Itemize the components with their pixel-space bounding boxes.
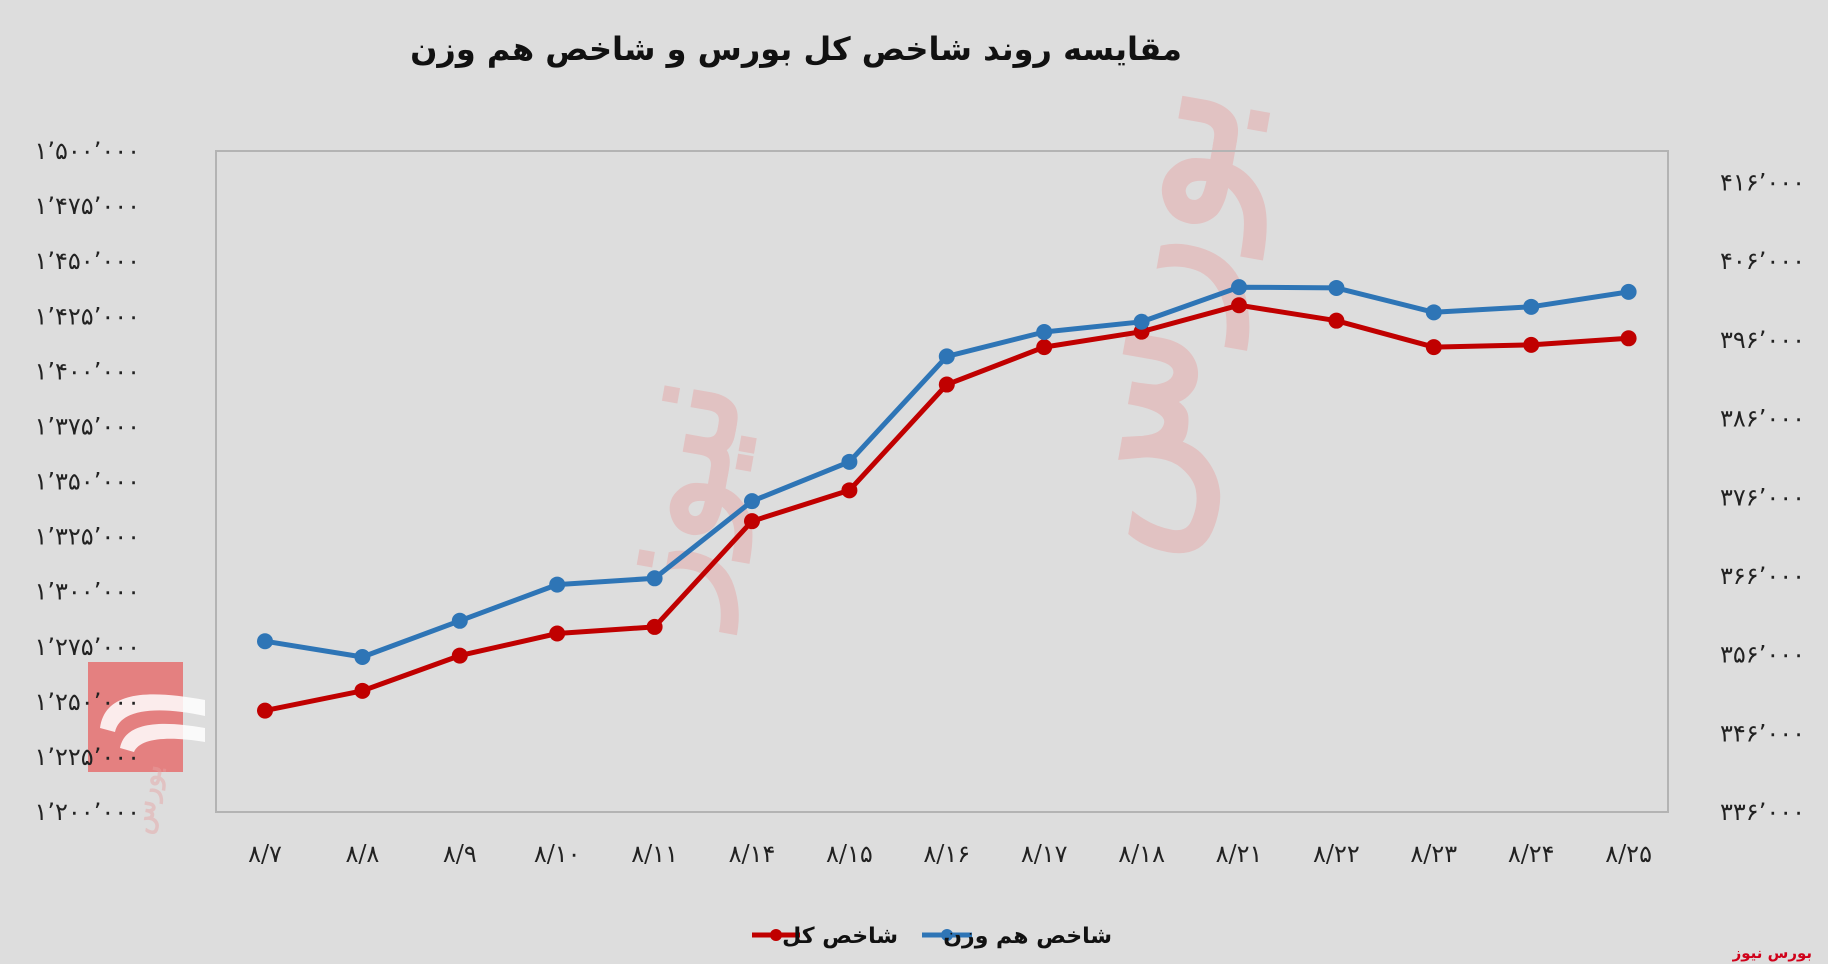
x-tick-label: ۸/۱۵ [826, 840, 873, 868]
x-tick-label: ۸/۱۱ [631, 840, 678, 868]
x-tick-label: ۸/۲۴ [1508, 840, 1555, 868]
series-1-point [1231, 279, 1247, 296]
y-left-tick-label: ۱٬۳۷۵٬۰۰۰ [35, 412, 141, 440]
series-1-point [257, 633, 273, 650]
watermark-logo: بورس [88, 662, 205, 836]
series-0-point [841, 482, 858, 499]
series-0-point [646, 618, 663, 635]
y-left-tick-label: ۱٬۳۲۵٬۰۰۰ [35, 523, 141, 551]
series-1-point [1036, 324, 1053, 341]
y-right-tick-label: ۳۵۶٬۰۰۰ [1720, 641, 1805, 669]
series-0-point [1425, 339, 1442, 356]
x-tick-label: ۸/۸ [345, 840, 379, 868]
series-1-point [1328, 279, 1345, 296]
y-left-tick-label: ۱٬۳۰۰٬۰۰۰ [35, 578, 141, 606]
y-axis-right: ۳۳۶٬۰۰۰ ۳۴۶٬۰۰۰ ۳۵۶٬۰۰۰ ۳۶۶٬۰۰۰ ۳۷۶٬۰۰۰ ۳۸۶٬۰… [1720, 169, 1805, 827]
y-right-tick-label: ۳۸۶٬۰۰۰ [1720, 405, 1805, 433]
series-1-point [1620, 283, 1637, 300]
x-tick-label: ۸/۱۶ [923, 840, 970, 868]
series-1-point [354, 648, 371, 665]
y-right-tick-label: ۴۱۶٬۰۰۰ [1720, 169, 1805, 197]
series-0-point [257, 702, 273, 719]
y-left-tick-label: ۱٬۴۰۰٬۰۰۰ [35, 357, 141, 385]
series-1-point [1133, 313, 1150, 330]
y-right-tick-label: ۳۹۶٬۰۰۰ [1720, 326, 1805, 354]
series-line-0 [262, 302, 1632, 714]
y-left-tick-label: ۱٬۴۲۵٬۰۰۰ [35, 302, 141, 330]
legend-item-equal-weight-index: شاخص هم وزن [922, 924, 1112, 949]
y-right-tick-label: ۳۶۶٬۰۰۰ [1720, 562, 1805, 590]
plot-area [215, 150, 1669, 813]
series-1-point [744, 493, 760, 510]
x-tick-label: ۸/۱۸ [1118, 840, 1165, 868]
series-1-point [451, 612, 468, 629]
series-0-point [549, 625, 566, 642]
series-0-point [1036, 339, 1053, 356]
series-1-point [1425, 304, 1442, 321]
legend-marker-total-index [770, 929, 782, 941]
x-axis: ۸/۷ ۸/۸ ۸/۹ ۸/۱۰ ۸/۱۱ ۸/۱۴ ۸/۱۵ ۸/۱۶ ۸/۱۷ ۸/۱۸ ۸/۲… [248, 840, 1652, 868]
y-axis-left: ۱٬۲۰۰٬۰۰۰ ۱٬۲۲۵٬۰۰۰ ۱٬۲۵۰٬۰۰۰ ۱٬۲۷۵٬۰۰۰ ۱٬۳۰… [35, 137, 141, 826]
x-tick-label: ۸/۷ [248, 840, 282, 868]
series-layer [257, 279, 1637, 719]
series-0-point [1328, 312, 1345, 329]
brand-label: بورس نیوز [1732, 944, 1812, 962]
x-tick-label: ۸/۲۳ [1410, 840, 1457, 868]
x-tick-label: ۸/۲۱ [1216, 840, 1263, 868]
x-tick-label: ۸/۲۵ [1605, 840, 1652, 868]
y-left-tick-label: ۱٬۵۰۰٬۰۰۰ [35, 137, 141, 165]
x-tick-label: ۸/۱۷ [1021, 840, 1068, 868]
y-left-tick-label: ۱٬۲۰۰٬۰۰۰ [35, 798, 141, 826]
series-1-point [938, 348, 955, 365]
series-0-point [744, 513, 760, 530]
x-tick-label: ۸/۲۲ [1313, 840, 1360, 868]
y-right-tick-label: ۴۰۶٬۰۰۰ [1720, 247, 1805, 275]
series-1-point [549, 576, 566, 593]
y-left-tick-label: ۱٬۴۷۵٬۰۰۰ [35, 192, 141, 220]
legend: شاخص کل شاخص هم وزن [752, 924, 1112, 949]
series-0-point [1231, 297, 1247, 314]
series-1-point [646, 570, 663, 587]
y-right-tick-label: ۳۷۶٬۰۰۰ [1720, 483, 1805, 511]
x-tick-label: ۸/۱۴ [729, 840, 776, 868]
chart-title: مقایسه روند شاخص کل بورس و شاخص هم وزن [410, 30, 1182, 68]
series-0-point [451, 647, 468, 664]
legend-label-total-index: شاخص کل [782, 924, 898, 949]
y-right-tick-label: ۳۴۶٬۰۰۰ [1720, 719, 1805, 747]
y-left-tick-label: ۱٬۲۷۵٬۰۰۰ [35, 633, 141, 661]
y-left-tick-label: ۱٬۳۵۰٬۰۰۰ [35, 468, 141, 496]
x-tick-label: ۸/۹ [443, 840, 477, 868]
series-0-point [354, 682, 371, 699]
y-left-tick-label: ۱٬۲۲۵٬۰۰۰ [35, 743, 141, 771]
y-right-tick-label: ۳۳۶٬۰۰۰ [1720, 798, 1805, 826]
series-0-point [1523, 336, 1540, 353]
legend-label-equal-weight-index: شاخص هم وزن [943, 924, 1112, 949]
y-left-tick-label: ۱٬۲۵۰٬۰۰۰ [35, 688, 141, 716]
series-1-point [841, 453, 858, 470]
series-0-point [938, 376, 955, 393]
series-0-point [1620, 330, 1637, 347]
watermark-text: بورس نیوز [561, 62, 1292, 636]
y-left-tick-label: ۱٬۴۵۰٬۰۰۰ [35, 247, 141, 275]
series-1-point [1523, 298, 1540, 315]
legend-marker-equal-weight-index [941, 929, 953, 941]
legend-item-total-index: شاخص کل [752, 924, 898, 949]
x-tick-label: ۸/۱۰ [534, 840, 581, 868]
